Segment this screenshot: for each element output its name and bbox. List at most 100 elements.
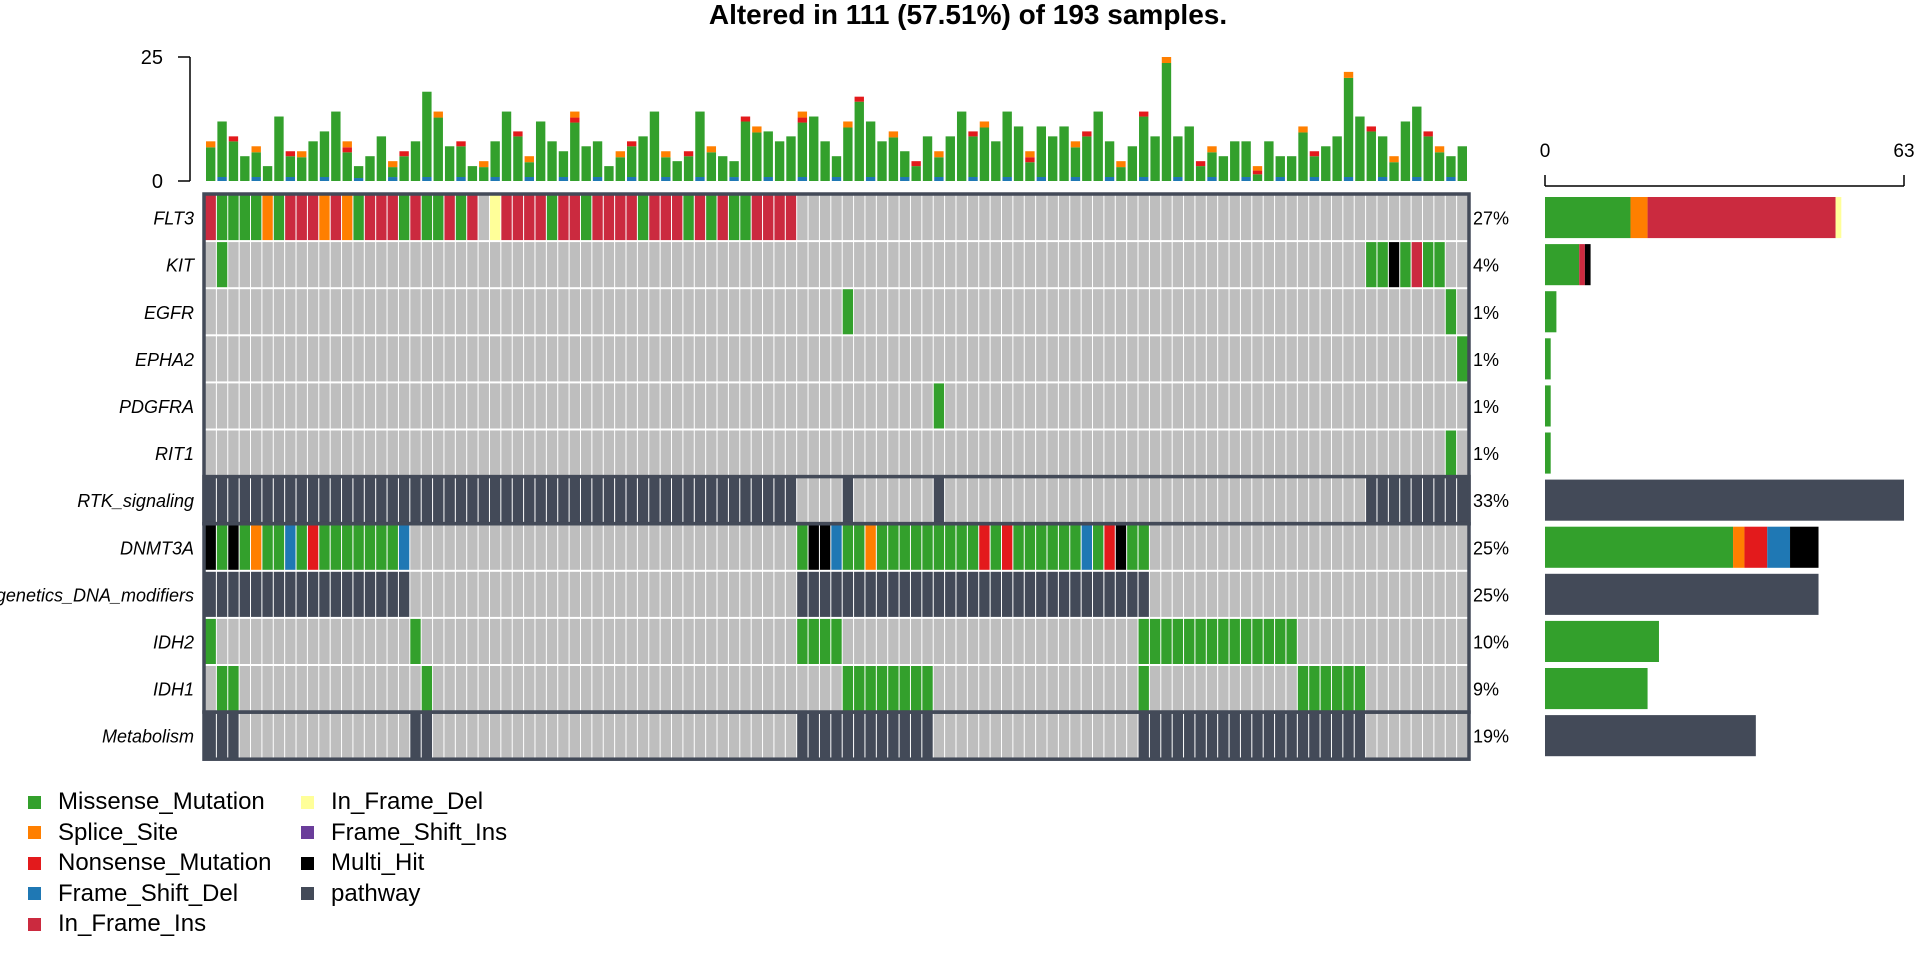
matrix-cell: [728, 713, 740, 759]
matrix-cell: [1286, 477, 1297, 523]
matrix-cell: [1013, 195, 1024, 241]
matrix-cell: [1252, 336, 1263, 382]
gene-count-bar-egfr: [1545, 291, 1557, 333]
matrix-cell: [876, 477, 888, 523]
matrix-cell: [364, 430, 376, 476]
matrix-cell: [706, 666, 717, 712]
matrix-row-flt3: [205, 195, 1468, 241]
matrix-cell: [1286, 195, 1297, 241]
matrix-cell: [1024, 336, 1036, 382]
tmb-bar: [979, 121, 990, 181]
matrix-cell: [330, 430, 342, 476]
tmb-bar-segment: [1377, 136, 1388, 177]
matrix-cell: [1127, 289, 1138, 335]
matrix-cell: [1104, 666, 1115, 712]
matrix-cell: [1184, 242, 1195, 288]
matrix-cell: [296, 713, 307, 759]
matrix-cell: [1457, 571, 1468, 617]
matrix-cell: [319, 430, 330, 476]
matrix-cell: [1184, 336, 1195, 382]
matrix-cell: [1218, 289, 1229, 335]
tmb-bar-segment: [934, 151, 944, 158]
tmb-bar-segment: [1446, 177, 1456, 181]
matrix-cell: [1138, 666, 1149, 712]
matrix-cell: [1354, 195, 1366, 241]
matrix-cell: [444, 242, 455, 288]
tmb-bar: [661, 151, 671, 181]
tmb-bar: [535, 121, 546, 181]
matrix-cell: [1127, 430, 1138, 476]
matrix-cell: [1024, 383, 1036, 429]
matrix-cell: [1013, 477, 1024, 523]
matrix-cell: [808, 571, 819, 617]
matrix-cell: [478, 336, 489, 382]
matrix-cell: [592, 336, 603, 382]
matrix-cell: [489, 618, 501, 664]
matrix-cell: [979, 195, 990, 241]
matrix-cell: [262, 383, 273, 429]
matrix-cell: [1377, 336, 1388, 382]
matrix-cell: [489, 336, 501, 382]
tmb-bar: [1366, 126, 1376, 181]
tmb-bar-segment: [1252, 166, 1263, 171]
matrix-cell: [1275, 383, 1286, 429]
gene-count-tick-label: 63: [1893, 141, 1914, 162]
matrix-cell: [797, 383, 808, 429]
matrix-cell: [364, 618, 376, 664]
matrix-cell: [262, 477, 273, 523]
matrix-cell: [376, 524, 387, 570]
matrix-cell: [1001, 430, 1013, 476]
matrix-cell: [933, 383, 945, 429]
tmb-bar: [922, 136, 933, 181]
tmb-bar-segment: [661, 157, 671, 177]
matrix-cell: [319, 618, 330, 664]
matrix-cell: [717, 571, 728, 617]
matrix-cell: [694, 713, 706, 759]
matrix-cell: [512, 242, 524, 288]
tmb-bar-segment: [1070, 141, 1081, 148]
matrix-cell: [1058, 666, 1070, 712]
tmb-bar-segment: [547, 141, 557, 181]
matrix-cell: [808, 430, 819, 476]
legend-swatch: [301, 887, 314, 900]
matrix-cell: [1161, 289, 1172, 335]
gene-percent-label: 27%: [1473, 209, 1509, 229]
tmb-tick-label: 0: [152, 171, 163, 193]
matrix-cell: [1354, 383, 1366, 429]
matrix-cell: [1036, 430, 1047, 476]
matrix-cell: [512, 195, 524, 241]
matrix-cell: [1343, 618, 1354, 664]
matrix-cell: [353, 571, 364, 617]
matrix-cell: [819, 430, 831, 476]
matrix-cell: [467, 477, 478, 523]
matrix-cell: [1104, 336, 1115, 382]
matrix-cell: [1206, 713, 1218, 759]
matrix-cell: [797, 713, 808, 759]
legend-label: Nonsense_Mutation: [58, 849, 272, 876]
matrix-cell: [1149, 618, 1161, 664]
tmb-bar-segment: [1013, 126, 1024, 181]
matrix-cell: [774, 713, 785, 759]
matrix-cell: [1275, 289, 1286, 335]
gene-label: RIT1: [155, 444, 194, 464]
tmb-bar-segment: [262, 166, 273, 181]
matrix-cell: [831, 618, 842, 664]
matrix-cell: [478, 713, 489, 759]
tmb-bar-segment: [1412, 106, 1422, 177]
matrix-cell: [672, 571, 683, 617]
tmb-bar-segment: [1127, 146, 1138, 181]
tmb-bar: [410, 141, 421, 181]
matrix-cell: [1343, 336, 1354, 382]
matrix-cell: [1093, 666, 1104, 712]
matrix-cell: [205, 618, 216, 664]
matrix-cell: [273, 713, 285, 759]
matrix-cell: [979, 383, 990, 429]
matrix-cell: [615, 713, 626, 759]
matrix-cell: [546, 618, 558, 664]
matrix-cell: [797, 524, 808, 570]
gene-percent-label: 1%: [1473, 444, 1499, 464]
matrix-cell: [376, 383, 387, 429]
tmb-bar: [729, 161, 739, 181]
matrix-cell: [1331, 242, 1343, 288]
matrix-cell: [1309, 571, 1320, 617]
